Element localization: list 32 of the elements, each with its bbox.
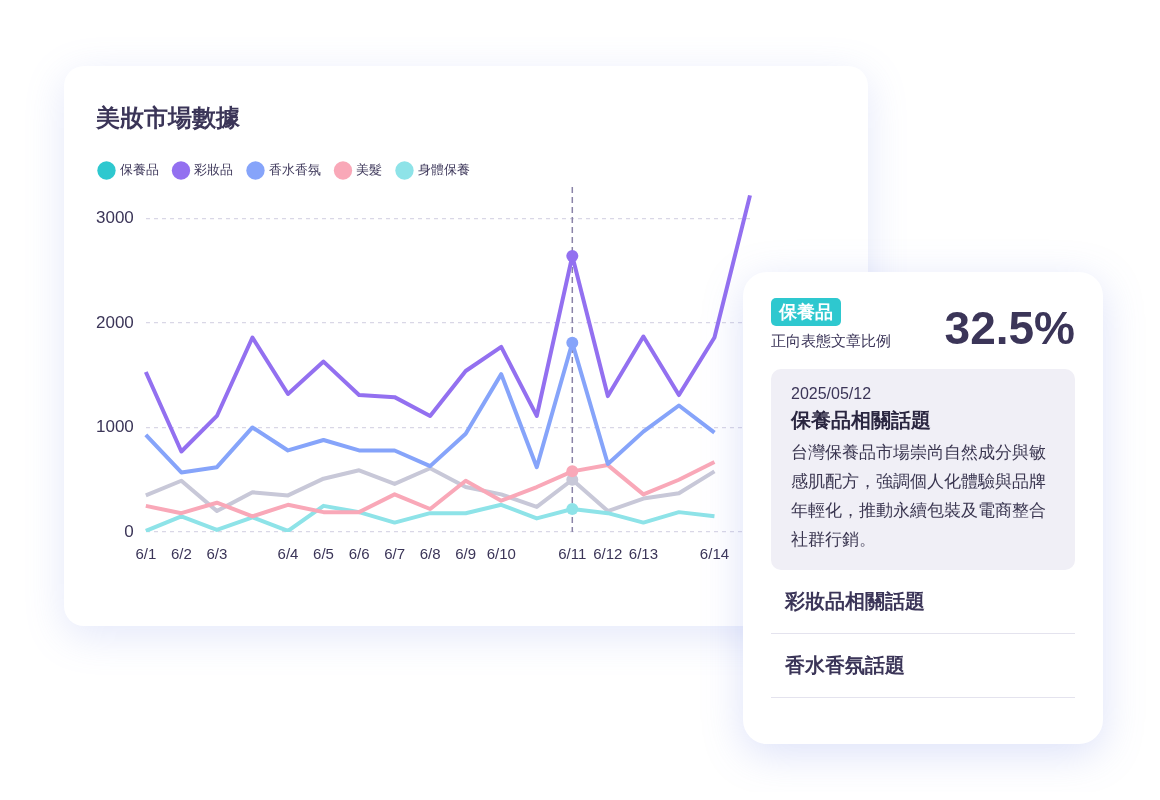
x-tick-label: 6/1 <box>135 545 157 563</box>
text: 台灣保養品市場崇尚自然成分與敏感肌配方，強調個人化體驗與品牌年輕化，推動永續包裝及電商整合社群行銷。 <box>791 442 1047 551</box>
x-tick-label: 6/5 <box>313 545 334 563</box>
x-tick-label: 6/6 <box>348 545 370 563</box>
x-tick-label: 6/2 <box>170 545 192 563</box>
x-tick-label: 6/13 <box>628 545 658 563</box>
text: 32.5% <box>944 302 1075 354</box>
text: 香水香氛話題 <box>785 653 906 678</box>
y-tick-label: 1000 <box>95 417 134 437</box>
chart-title: 美妝市場數據 <box>96 103 240 133</box>
legend-label: 美髮 <box>356 162 382 178</box>
text: 保養品相關話題 <box>791 408 932 433</box>
x-tick-label: 6/10 <box>486 545 516 563</box>
y-tick-label: 2000 <box>95 312 134 332</box>
x-tick-label: 6/8 <box>419 545 441 563</box>
x-tick-label: 6/7 <box>384 545 406 563</box>
text: 2025/05/12 <box>791 385 873 403</box>
text: 正向表態文章比例 <box>771 332 891 351</box>
y-tick-label: 0 <box>124 521 134 541</box>
y-tick-label: 3000 <box>95 208 134 228</box>
x-tick-label: 6/3 <box>206 545 228 563</box>
x-tick-label: 6/11 <box>558 545 587 563</box>
legend-label: 身體保養 <box>417 162 470 178</box>
x-tick-label: 6/14 <box>699 545 730 563</box>
text: 彩妝品相關話題 <box>785 589 926 614</box>
legend-label: 保養品 <box>119 162 159 178</box>
legend-label: 彩妝品 <box>194 162 233 178</box>
text: 保養品 <box>771 298 841 326</box>
x-tick-label: 6/4 <box>277 545 299 563</box>
x-tick-label: 6/12 <box>593 545 623 563</box>
x-tick-label: 6/9 <box>455 545 477 563</box>
legend-label: 香水香氛 <box>268 162 321 178</box>
